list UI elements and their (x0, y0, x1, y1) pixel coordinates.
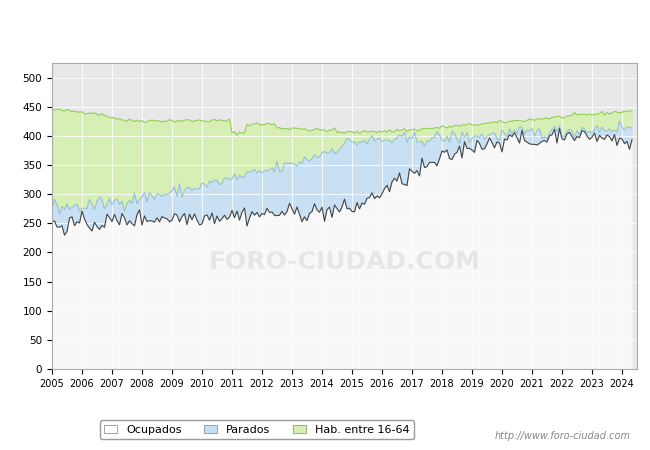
Text: http://www.foro-ciudad.com: http://www.foro-ciudad.com (495, 431, 630, 441)
Text: Torrecilla de los Ángeles - Evolucion de la poblacion en edad de Trabajar Mayo d: Torrecilla de los Ángeles - Evolucion de… (34, 20, 616, 34)
Text: FORO-CIUDAD.COM: FORO-CIUDAD.COM (209, 250, 480, 274)
Legend: Ocupados, Parados, Hab. entre 16-64: Ocupados, Parados, Hab. entre 16-64 (99, 420, 414, 440)
